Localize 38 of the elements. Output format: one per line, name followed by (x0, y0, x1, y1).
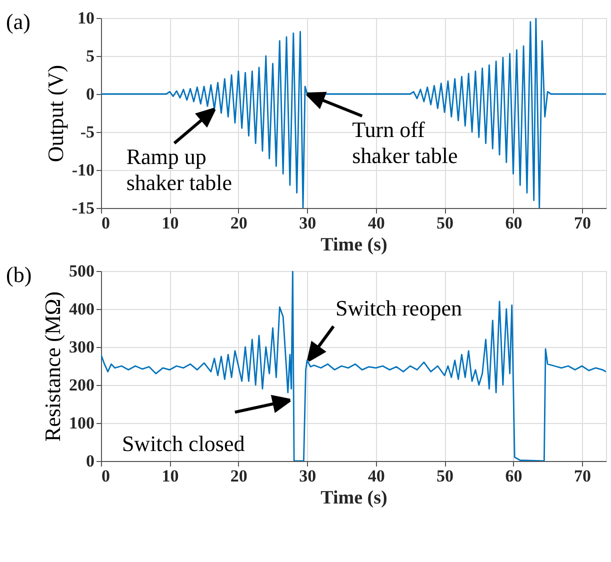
x-tick-label: 10 (162, 466, 179, 486)
y-tick-label: 10 (78, 8, 94, 28)
x-tick-label: 50 (436, 214, 454, 232)
y-tick-label: -5 (80, 122, 94, 142)
x-tick-label: 0 (102, 466, 110, 486)
y-tick-label: 0 (86, 452, 94, 470)
y-tick-label: -15 (72, 198, 94, 218)
y-tick-label: 0 (86, 84, 94, 104)
x-tick-label: 30 (299, 214, 316, 232)
x-axis-title: Time (s) (320, 488, 388, 508)
y-tick-label: -10 (72, 160, 94, 180)
text: (a) (6, 9, 30, 34)
x-tick-label: 50 (436, 466, 454, 486)
annotation: Switch closed (122, 431, 245, 456)
annotation: Turn off shaker table (352, 117, 458, 168)
annotation: Ramp up shaker table (126, 144, 232, 196)
text: (b) (6, 262, 32, 287)
x-tick-label: 20 (230, 466, 248, 486)
x-tick-label: 20 (230, 214, 248, 232)
x-tick-label: 60 (505, 466, 522, 486)
x-tick-label: 40 (368, 214, 385, 232)
x-tick-label: 40 (368, 466, 385, 486)
y-tick-label: 100 (69, 414, 94, 432)
y-tick-label: 500 (69, 262, 94, 280)
x-tick-label: 0 (102, 214, 110, 232)
x-axis-title: Time (s) (320, 234, 388, 256)
y-axis-title: Resistance (MΩ) (40, 291, 65, 442)
x-tick-label: 10 (162, 214, 179, 232)
y-tick-label: 300 (69, 338, 94, 356)
y-tick-label: 400 (69, 300, 94, 318)
y-tick-label: 5 (86, 46, 94, 66)
x-tick-label: 70 (574, 214, 591, 232)
x-tick-label: 60 (505, 214, 522, 232)
y-tick-label: 200 (69, 376, 94, 394)
y-axis-title: Output (V) (42, 64, 68, 162)
x-tick-label: 70 (574, 466, 591, 486)
annotation: Switch reopen (335, 295, 462, 320)
x-tick-label: 30 (299, 466, 316, 486)
